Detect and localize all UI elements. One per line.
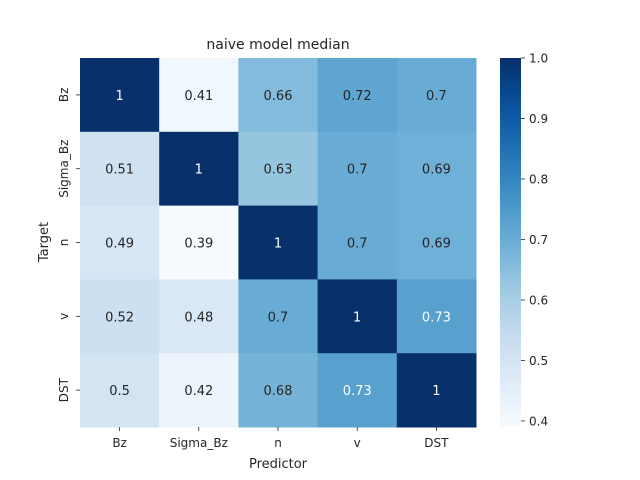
heatmap-cell	[80, 279, 160, 354]
y-axis: Bz Sigma_Bzn v DST	[57, 88, 80, 402]
heatmap-cell	[396, 353, 477, 428]
heatmap-cell	[238, 58, 319, 133]
x-tick-label: DST	[424, 436, 449, 450]
heatmap-cell	[317, 131, 398, 207]
cell-value-label: 1	[115, 89, 123, 104]
colorbar-tick-label: 0.4	[529, 414, 548, 428]
heatmap-cell	[159, 205, 239, 280]
heatmap-cell	[396, 279, 477, 354]
cell-value-label: 0.66	[264, 89, 293, 104]
cell-value-label: 0.7	[347, 237, 368, 252]
cell-value-label: 0.7	[426, 89, 447, 104]
cell-value-label: 0.7	[268, 310, 289, 325]
heatmap-cell	[238, 205, 319, 280]
heatmap-cell	[317, 205, 398, 280]
heatmap-cell	[80, 131, 160, 207]
cell-value-label: 0.5	[109, 384, 130, 399]
heatmap-cell	[159, 131, 239, 207]
colorbar-tick-label: 0.9	[529, 112, 548, 126]
cell-value-label: 1	[432, 384, 440, 399]
cell-value-label: 0.69	[422, 163, 451, 178]
colorbar-tick-label: 1.0	[529, 52, 548, 66]
colorbar-tick-label: 0.5	[529, 354, 548, 368]
cell-value-label: 0.72	[343, 89, 372, 104]
y-tick-label: Bz	[57, 88, 71, 103]
cell-value-label: 0.63	[264, 163, 293, 178]
y-tick-label: n	[57, 239, 71, 247]
heatmap-cell	[317, 353, 398, 428]
cell-value-label: 0.48	[184, 310, 213, 325]
cell-value-label: 0.68	[264, 384, 293, 399]
heatmap-cell	[159, 279, 239, 354]
heatmap-cell	[238, 353, 319, 428]
cell-value-label: 0.7	[347, 163, 368, 178]
cell-value-label: 0.41	[184, 89, 213, 104]
cell-value-label: 0.73	[422, 310, 451, 325]
cell-value-label: 1	[195, 163, 203, 178]
heatmap-cell	[80, 353, 160, 428]
x-tick-label: Sigma_Bz	[170, 436, 228, 450]
x-axis-label: Predictor	[249, 457, 308, 472]
heatmap-cell	[396, 131, 477, 207]
heatmap-cell	[159, 353, 239, 428]
cell-value-label: 1	[274, 237, 282, 252]
colorbar-tick-label: 0.7	[529, 233, 548, 247]
heatmap-cell	[80, 58, 160, 133]
heatmap-cells: 1 0.41 0.66 0.72 0.70.51 1 0.63 0.7 0.690.49 0.39…	[80, 58, 477, 428]
cell-value-label: 0.51	[105, 163, 134, 178]
heatmap-cell	[238, 279, 319, 354]
heatmap-cell	[317, 279, 398, 354]
cell-value-label: 0.39	[184, 237, 213, 252]
colorbar-tick-label: 0.8	[529, 172, 548, 186]
heatmap-cell	[80, 205, 160, 280]
heatmap-cell	[396, 58, 477, 133]
colorbar-tick-label: 0.6	[529, 293, 548, 307]
heatmap-cell	[159, 58, 239, 133]
chart-title: naive model median	[206, 37, 349, 53]
cell-value-label: 0.49	[105, 237, 134, 252]
x-tick-label: v	[354, 436, 361, 450]
cell-value-label: 1	[353, 310, 361, 325]
x-axis: Bz Sigma_Bz n v DST	[112, 427, 449, 450]
heatmap-cell	[238, 131, 319, 207]
x-tick-label: n	[274, 436, 282, 450]
y-tick-label: v	[57, 313, 71, 320]
cell-value-label: 0.73	[343, 384, 372, 399]
heatmap-cell	[396, 205, 477, 280]
colorbar: 0.4 0.5 0.6 0.7 0.8 0.9 1.0	[500, 52, 548, 428]
x-tick-label: Bz	[112, 436, 127, 450]
heatmap-cell	[317, 58, 398, 133]
colorbar-gradient	[500, 58, 521, 427]
cell-value-label: 0.69	[422, 237, 451, 252]
y-axis-label: Target	[37, 222, 52, 263]
y-tick-label: DST	[57, 377, 71, 402]
y-tick-label: Sigma_Bz	[57, 140, 71, 198]
cell-value-label: 0.52	[105, 310, 134, 325]
cell-value-label: 0.42	[184, 384, 213, 399]
